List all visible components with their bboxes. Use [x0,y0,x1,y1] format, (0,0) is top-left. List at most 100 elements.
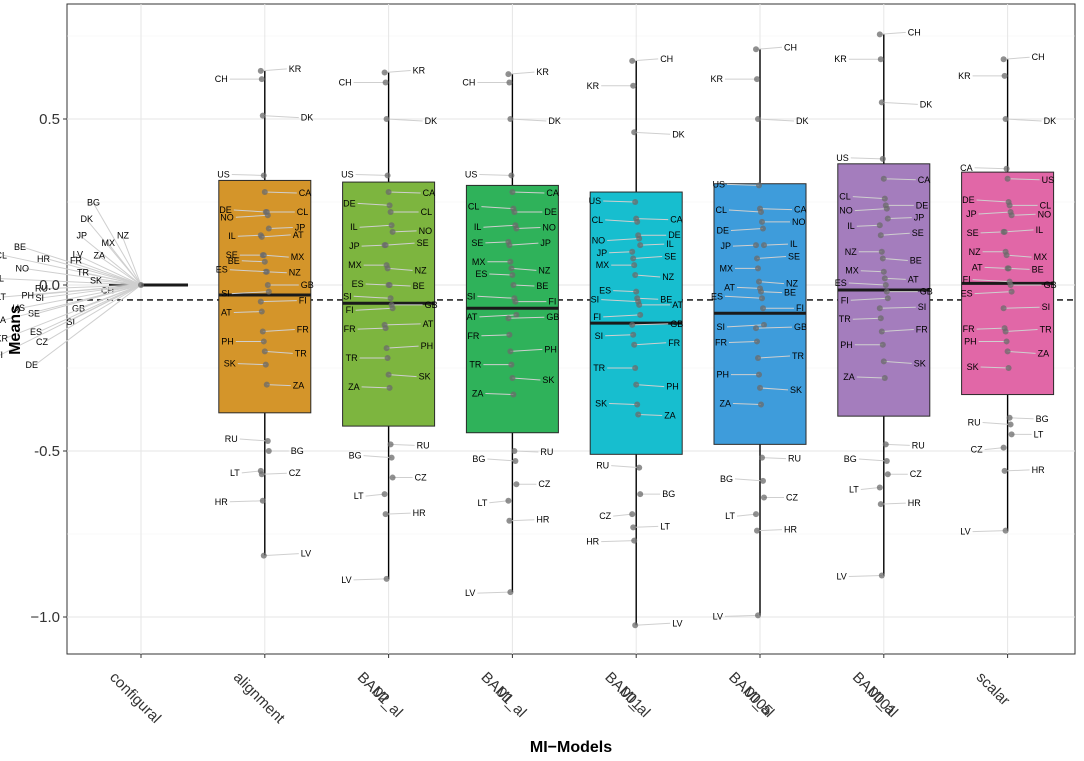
y-axis-title: Means [7,305,24,355]
data-point [257,298,264,305]
label-leader [264,350,293,354]
point-label: MX [720,263,734,273]
data-point [258,308,265,315]
label-leader [759,387,789,391]
label-leader [357,327,386,330]
point-label: NO [220,212,234,222]
label-leader [1009,417,1034,420]
point-label: DE [668,230,681,240]
data-point [258,76,265,83]
data-point [506,79,513,86]
data-point [1000,444,1007,451]
data-point [386,282,393,288]
point-label: SI [1042,302,1051,312]
point-label: ES [352,279,364,289]
label-leader [980,366,1009,369]
label-leader [732,403,762,406]
point-label: MX [845,266,859,276]
point-label: CH [101,285,114,295]
data-point [511,208,518,215]
point-label: HR [413,508,426,518]
data-point [629,511,636,518]
data-point [880,268,887,275]
label-leader [763,243,789,246]
label-leader [858,458,887,462]
point-label: NZ [845,247,857,257]
point-label: KR [834,54,847,64]
data-point [386,384,393,391]
point-label: PH [964,336,977,346]
data-point [629,321,636,328]
label-leader [4,284,142,339]
label-leader [756,255,787,259]
label-leader [260,68,287,72]
point-label: JP [295,223,306,233]
label-leader [736,513,757,517]
label-leader [756,529,783,532]
label-leader [724,614,759,617]
data-point [1008,431,1015,438]
group-bami-al-02: KR CH DK US CA DE CL IL NO JP SE MX NZ ES BE SI GB FI AT FR… [339,66,438,585]
point-label: GB [546,312,559,322]
point-label: CA [670,215,683,225]
label-leader [634,342,667,346]
point-label: ZA [719,399,731,409]
label-leader [728,209,762,213]
label-leader [636,218,669,221]
point-label: DK [80,214,93,224]
data-point [508,361,515,368]
data-point [632,272,639,279]
data-point [389,305,396,312]
point-label: CA [918,175,931,185]
point-label: NO [542,223,556,233]
point-label: LT [660,521,670,531]
point-label: IL [1036,225,1044,235]
point-label: SI [918,302,927,312]
point-label: KR [289,64,302,74]
data-point [506,331,513,338]
point-label: SI [66,317,75,327]
point-label: LT [725,511,735,521]
point-label: AT [908,274,919,284]
label-leader [34,284,142,366]
label-leader [239,438,268,442]
data-point [756,182,762,189]
data-point [382,511,389,518]
data-point [756,278,762,285]
data-point [387,295,394,302]
label-leader [884,277,906,280]
point-label: MX [348,260,362,270]
point-label: ES [835,278,847,288]
label-leader [262,115,299,119]
data-point [381,69,388,76]
point-label: GB [425,300,438,310]
point-label: GB [670,319,683,329]
point-label: PH [716,370,729,380]
data-point [630,255,637,262]
data-point [507,116,514,122]
point-label: DE [716,226,729,236]
label-leader [880,502,906,505]
label-leader [850,297,888,301]
data-point [263,381,270,388]
label-leader [509,519,535,522]
point-label: LT [478,498,488,508]
label-leader [21,284,142,309]
label-leader [386,345,419,349]
point-label: LT [0,292,6,302]
data-point [754,338,760,345]
label-leader [640,243,665,246]
point-label: AT [672,300,683,310]
label-leader [2,284,142,321]
label-leader [755,326,793,329]
data-point [260,252,267,259]
label-leader [972,279,1010,283]
label-leader [233,209,266,213]
label-leader [852,317,881,320]
label-leader [263,553,299,557]
point-label: DK [920,99,933,109]
point-label: BG [349,451,362,461]
point-label: FR [297,324,309,334]
data-point [382,242,389,249]
point-label: IL [790,239,798,249]
